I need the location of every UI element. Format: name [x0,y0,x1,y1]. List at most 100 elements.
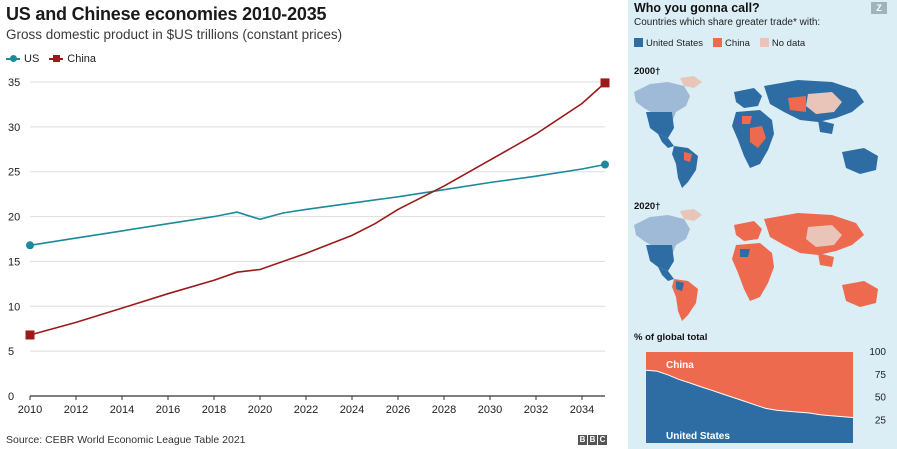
data-point-china [259,268,261,271]
x-tick-label: 2018 [202,404,226,416]
bbc-logo-letter: B [588,435,597,445]
data-point-china [535,133,537,135]
data-point-china [489,159,491,161]
area-boundary-line [645,369,854,418]
chart-title: US and Chinese economies 2010-2035 [6,4,327,24]
area-y-tick-label: 25 [875,415,887,426]
legend-label: China [725,38,750,49]
data-point-china [25,330,35,340]
data-point-china [581,102,583,105]
x-tick-label: 2020 [248,404,272,416]
data-point-us [259,218,261,220]
trade-infographic-panel: Who you gonna call? Countries which shar… [628,0,897,449]
infographic-legend: United States China No data [634,38,805,49]
world-map-2020 [634,209,878,321]
x-tick-label: 2034 [570,404,594,416]
series-line-us [29,163,606,247]
x-tick-label: 2028 [432,404,456,416]
data-point-us [75,237,77,239]
area-united-states [646,370,853,443]
infographic-title: Who you gonna call? [634,1,760,15]
data-point-us [236,211,238,213]
legend-swatch-china [713,38,723,47]
bbc-logo: B B C [578,435,607,445]
data-point-china [213,279,215,281]
gdp-line-chart: 0 5 10 15 20 25 30 35 2010 2012 2014 2016 2018 2020 20… [8,77,610,416]
chart-source: Source: CEBR World Economic League Table… [6,434,246,446]
area-label-us: United States [666,431,730,442]
data-point-us [397,196,399,198]
europe-africa [732,221,774,301]
australia [842,281,878,307]
legend-swatch-us [634,38,643,47]
x-tick-label: 2010 [18,404,42,416]
data-point-china [351,234,353,237]
data-point-china [374,223,376,225]
asia [764,213,864,267]
legend-china-label: China [67,53,97,65]
y-tick-label: 30 [8,122,20,134]
x-tick-label: 2024 [340,404,364,416]
europe-africa [732,88,774,168]
legend-item-china: China [713,38,750,49]
zoom-badge: Z [871,2,887,14]
data-point-china [397,208,399,210]
bbc-logo-letter: C [598,435,607,445]
bbc-logo-letter: B [578,435,587,445]
data-point-us [282,212,284,214]
data-point-us [601,160,609,169]
data-point-china [236,271,238,273]
legend-label: No data [771,38,806,49]
map-2020-label: 2020† [634,201,661,212]
legend-swatch-no-data [759,38,769,47]
data-point-china [75,321,77,324]
data-point-us [167,223,169,225]
legend-us-marker [6,55,20,62]
y-tick-label: 0 [8,391,14,403]
data-point-us [26,241,34,250]
chart-subtitle: Gross domestic product in $US trillions … [6,27,343,42]
australia [842,148,878,174]
legend-item-no-data: No data [759,38,806,49]
data-point-us [351,202,353,204]
area-y-tick-label: 75 [875,370,887,381]
legend-china-marker [49,55,64,62]
legend-china: China [49,53,96,65]
y-tick-label: 15 [8,256,20,268]
south-america [672,279,698,321]
legend-us: US [6,53,39,65]
data-point-china [443,185,445,187]
global-share-area-chart: China United States 100 75 50 25 [645,347,887,443]
north-america [634,76,702,148]
data-point-china [305,252,307,254]
infographic-subtitle: Countries which share greater trade* wit… [634,17,821,28]
data-point-china [600,78,610,88]
asia [764,80,864,134]
legend-label: United States [646,38,704,49]
data-point-china [121,307,123,309]
x-tick-label: 2012 [64,404,88,416]
world-map-2000 [634,76,878,188]
data-point-us [443,189,445,191]
x-tick-label: 2030 [478,404,502,416]
pct-title: % of global total [634,332,708,343]
legend-item-us: United States [634,38,703,49]
area-y-tick-label: 50 [875,393,887,404]
data-point-us [535,175,537,177]
area-label-china: China [666,360,694,371]
x-tick-label: 2014 [110,404,134,416]
legend-us-label: US [24,53,40,65]
map-2000-label: 2000† [634,66,661,77]
y-tick-label: 25 [8,167,20,179]
area-y-tick-label: 100 [869,347,886,358]
x-tick-label: 2022 [294,404,318,416]
data-point-china [167,293,169,295]
series-line-china [29,82,606,336]
data-point-us [581,168,583,170]
x-tick-label: 2016 [156,404,180,416]
data-point-us [305,208,307,210]
data-point-us [489,181,491,184]
data-point-us [121,230,123,232]
y-tick-label: 20 [8,212,20,224]
y-tick-label: 10 [8,301,20,313]
